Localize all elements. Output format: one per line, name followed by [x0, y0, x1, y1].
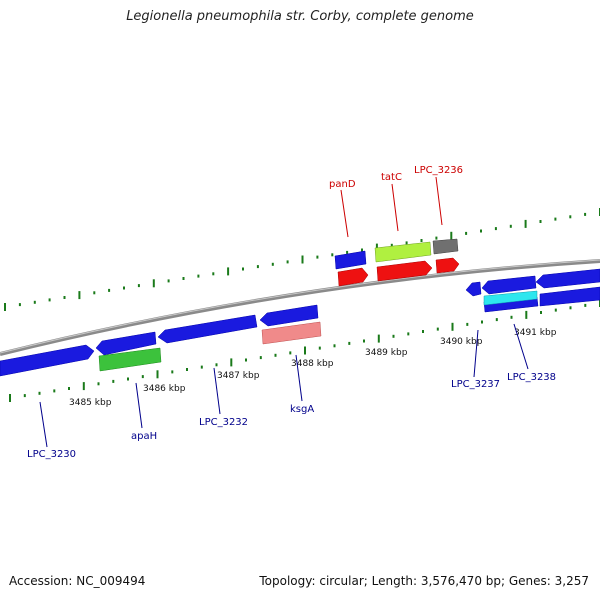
outer-tick-track [4, 208, 600, 311]
gene-panD[interactable] [337, 267, 369, 287]
gene-LPC-3238[interactable] [481, 275, 537, 295]
gene-apaH[interactable] [98, 347, 162, 372]
leader-LPC-3230 [39, 401, 48, 448]
gene-label-panD[interactable]: panD [329, 179, 356, 190]
gene-label-LPC-3230[interactable]: LPC_3230 [27, 449, 76, 460]
gene-LPC-3239[interactable] [535, 268, 600, 289]
gene-label-LPC-3232[interactable]: LPC_3232 [199, 417, 248, 428]
gene-tatC-block[interactable] [374, 241, 432, 263]
feature-blocks [98, 290, 538, 372]
gene-tatC[interactable] [376, 260, 433, 282]
gene-label-tatC[interactable]: tatC [381, 172, 402, 183]
leader-LPC-3238 [513, 323, 529, 370]
gene-LPC-3232[interactable] [157, 314, 258, 344]
map-title: Legionella pneumophila str. Corby, compl… [126, 9, 474, 24]
leader-LPC-3232 [213, 367, 221, 415]
leader-tatC [391, 183, 399, 232]
scale-label: 3487 kbp [217, 371, 260, 381]
scale-label: 3490 kbp [440, 337, 483, 347]
gene-LPC-3233[interactable] [259, 304, 319, 327]
scale-label: 3491 kbp [514, 328, 557, 338]
gene-labels: panD tatC LPC_3236 LPC_3230 apaH LPC_323… [27, 165, 556, 460]
leader-LPC-3237 [473, 329, 479, 378]
gene-label-LPC-3236[interactable]: LPC_3236 [414, 165, 463, 176]
leader-LPC-3236 [435, 176, 443, 226]
gene-LPC-3234[interactable] [334, 250, 367, 270]
gene-ksgA[interactable] [261, 321, 322, 345]
gene-LPC-3231[interactable] [95, 331, 157, 356]
genome-backbone-highlight [0, 259, 600, 354]
gene-LPC-3240[interactable] [539, 286, 600, 307]
genome-backbone [0, 259, 600, 356]
genome-summary-text: Topology: circular; Length: 3,576,470 bp… [259, 574, 589, 588]
accession-text: Accession: NC_009494 [9, 574, 146, 588]
scale-label: 3489 kbp [365, 348, 408, 358]
gene-LPC-3230[interactable] [0, 344, 95, 377]
gene-LPC-3237-cyan[interactable] [483, 290, 538, 306]
inner-tick-track [9, 299, 600, 402]
gene-LPC-3237[interactable] [465, 281, 482, 297]
gene-LPC-3236[interactable] [435, 257, 460, 274]
gene-label-apaH[interactable]: apaH [131, 431, 157, 442]
gene-label-ksgA[interactable]: ksgA [290, 404, 314, 415]
gene-label-LPC-3238[interactable]: LPC_3238 [507, 372, 556, 383]
gene-LPC-3236-block[interactable] [432, 238, 459, 255]
forward-strand-genes [337, 238, 460, 287]
leader-apaH [135, 382, 143, 429]
gene-label-LPC-3237[interactable]: LPC_3237 [451, 379, 500, 390]
scale-label: 3486 kbp [143, 384, 186, 394]
leader-panD [340, 189, 349, 238]
scale-label: 3485 kbp [69, 398, 112, 408]
leader-ksgA [295, 354, 303, 402]
label-leaders [39, 176, 529, 448]
scale-labels: 3485 kbp 3486 kbp 3487 kbp 3488 kbp 3489… [69, 328, 557, 408]
reverse-strand-genes [0, 250, 600, 377]
scale-label: 3488 kbp [291, 359, 334, 369]
